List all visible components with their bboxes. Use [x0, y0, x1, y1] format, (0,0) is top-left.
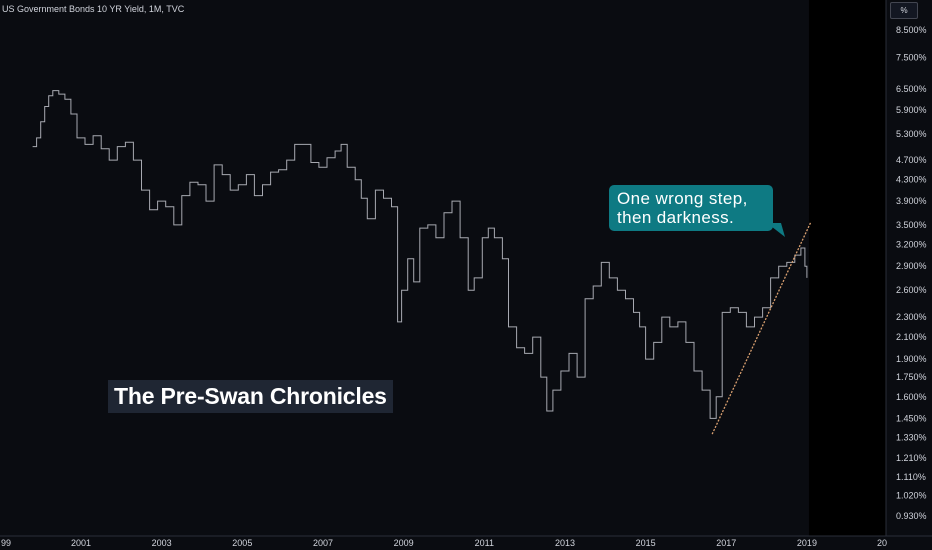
x-tick-label: 2007: [313, 538, 333, 548]
series-group: [32, 90, 808, 419]
y-tick-label: 1.020%: [896, 491, 927, 501]
y-tick-label: 1.750%: [896, 372, 927, 382]
y-tick-label: 2.900%: [896, 261, 927, 271]
y-tick-label: 1.330%: [896, 432, 927, 442]
series-line-0: [32, 90, 808, 419]
callout-pointer-icon: [767, 223, 785, 237]
y-tick-label: 1.450%: [896, 413, 927, 423]
y-tick-label: 5.900%: [896, 105, 927, 115]
x-tick-label: 2019: [797, 538, 817, 548]
unit-toggle-button[interactable]: %: [890, 2, 918, 19]
y-tick-label: 1.210%: [896, 453, 927, 463]
y-tick-label: 1.110%: [896, 472, 926, 482]
x-tick-label: 2009: [394, 538, 414, 548]
x-tick-label: 2011: [475, 538, 494, 548]
y-tick-label: 4.300%: [896, 175, 927, 185]
x-tick-label: 2017: [716, 538, 736, 548]
y-tick-label: 0.930%: [896, 511, 927, 521]
trendline-group: [711, 221, 812, 435]
annotation-callout[interactable]: One wrong step, then darkness.: [609, 185, 785, 237]
y-tick-label: 3.200%: [896, 240, 927, 250]
x-tick-label: 2005: [232, 538, 252, 548]
y-tick-label: 4.700%: [896, 155, 927, 165]
x-axis-ticks: 99 2001 2003 2005 2007 2009 2011 2013 2015 2017 20…: [1, 538, 887, 548]
y-tick-label: 3.900%: [896, 196, 927, 206]
x-tick-label: 20: [877, 538, 887, 548]
headline-label: The Pre-Swan Chronicles: [108, 380, 393, 413]
y-axis-ticks: 8.500% 7.500% 6.500% 5.900% 5.300% 4.700% 4.30…: [896, 25, 927, 521]
y-tick-label: 5.300%: [896, 129, 927, 139]
x-tick-label: 2013: [555, 538, 575, 548]
y-tick-label: 2.600%: [896, 285, 927, 295]
y-tick-label: 1.900%: [896, 354, 927, 364]
y-tick-label: 1.600%: [896, 392, 927, 402]
x-tick-label: 99: [1, 538, 11, 548]
chart-title: US Government Bonds 10 YR Yield, 1M, TVC: [2, 4, 185, 14]
callout-text: One wrong step, then darkness.: [617, 189, 748, 227]
y-tick-label: 8.500%: [896, 25, 927, 35]
y-tick-label: 2.300%: [896, 312, 927, 322]
x-tick-label: 2015: [636, 538, 656, 548]
future-shade-region: [808, 0, 886, 536]
y-tick-label: 7.500%: [896, 52, 927, 62]
x-tick-label: 2001: [71, 538, 91, 548]
y-tick-label: 2.100%: [896, 332, 927, 342]
x-tick-label: 2003: [152, 538, 172, 548]
y-tick-label: 3.500%: [896, 220, 927, 230]
trendline: [711, 221, 812, 435]
y-tick-label: 6.500%: [896, 84, 927, 94]
